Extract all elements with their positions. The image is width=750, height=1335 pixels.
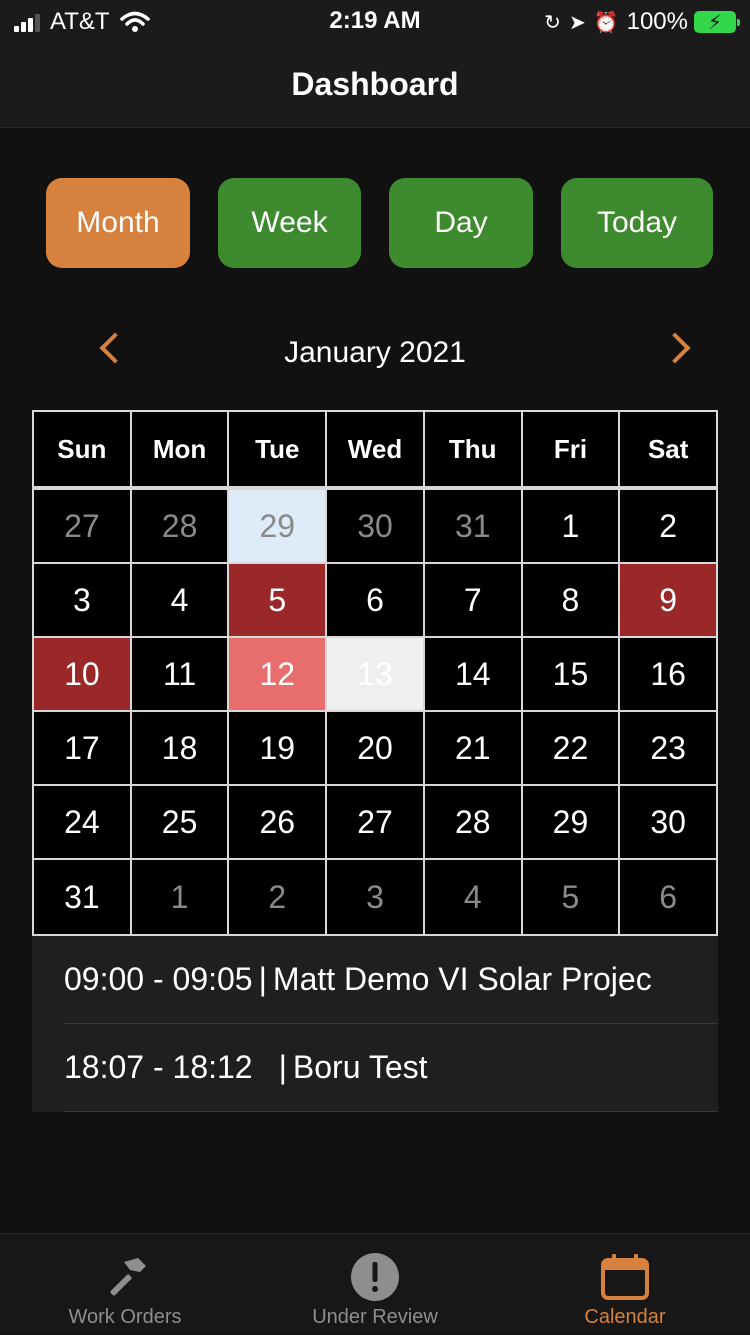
battery-icon: ⚡ [694,11,740,34]
tab-calendar[interactable]: Calendar [500,1234,750,1335]
calendar-day[interactable]: 15 [522,638,621,712]
calendar-day[interactable]: 27 [34,490,132,564]
calendar-day[interactable]: 11 [131,638,230,712]
calendar-day[interactable]: 1 [522,490,621,564]
tab-bar: Work Orders Under Review Calendar [0,1233,750,1334]
calendar-day[interactable]: 24 [34,786,132,860]
location-icon: ➤ [568,11,586,34]
wifi-icon [119,11,150,32]
signal-icon [14,12,42,32]
calendar-week-row: 31 1 2 3 4 5 6 [34,860,716,934]
weekday-thu: Thu [424,412,523,488]
status-left: AT&T [14,8,150,36]
event-list: 09:00 - 09:05 | Matt Demo VI Solar Proje… [32,936,718,1112]
status-right: ↻ ➤ ⏰ 100% ⚡ [544,8,740,36]
alert-icon [351,1253,399,1301]
calendar-week-row: 10 11 12 13 14 15 16 [34,638,717,712]
calendar-day[interactable]: 2 [229,860,328,934]
calendar-day[interactable]: 29 [522,786,621,860]
calendar-day[interactable]: 31 [34,860,132,934]
calendar-week-row: 27 28 29 30 31 1 2 [34,490,717,564]
calendar-day[interactable]: 20 [327,712,425,786]
week-button[interactable]: Week [218,178,361,268]
calendar-day[interactable]: 5 [523,860,621,934]
tab-under-review[interactable]: Under Review [250,1234,500,1335]
weekday-header-row: Sun Mon Tue Wed Thu Fri Sat [34,412,717,490]
calendar-icon [601,1254,649,1300]
clock: 2:19 AM [329,7,421,34]
calendar-day[interactable]: 17 [34,712,132,786]
event-separator: | [278,1049,287,1085]
calendar-day[interactable]: 21 [424,712,523,786]
month-header: January 2021 [0,320,750,380]
calendar-day[interactable]: 1 [132,860,230,934]
status-bar: AT&T 2:19 AM ↻ ➤ ⏰ 100% ⚡ [0,0,750,44]
calendar-grid: Sun Mon Tue Wed Thu Fri Sat 27 28 29 30 … [32,410,718,936]
calendar-day[interactable]: 7 [424,564,523,638]
tab-label: Work Orders [68,1306,182,1328]
calendar-day[interactable]: 31 [424,490,523,564]
calendar-day[interactable]: 4 [131,564,230,638]
calendar-day[interactable]: 4 [425,860,523,934]
month-title: January 2021 [284,336,466,369]
calendar-day-event[interactable]: 5 [229,564,328,638]
orientation-lock-icon: ↻ [544,11,561,34]
weekday-wed: Wed [327,412,425,488]
calendar-day[interactable]: 8 [522,564,621,638]
today-button[interactable]: Today [561,178,713,268]
calendar-day-event[interactable]: 9 [620,564,717,638]
tab-label: Calendar [584,1306,666,1328]
list-item[interactable]: 18:07 - 18:12 | Boru Test [64,1024,718,1112]
battery-percent: 100% [626,8,688,35]
weekday-sun: Sun [34,412,132,488]
alarm-icon: ⏰ [593,11,619,34]
calendar-day-selected[interactable]: 29 [229,490,328,564]
calendar-day[interactable]: 28 [424,786,523,860]
month-button[interactable]: Month [46,178,190,268]
weekday-mon: Mon [131,412,230,488]
hammer-icon [110,1258,146,1296]
calendar-day[interactable]: 2 [620,490,717,564]
calendar-day[interactable]: 3 [34,564,132,638]
event-time: 09:00 - 09:05 [64,961,253,997]
day-button[interactable]: Day [389,178,533,268]
calendar-day[interactable]: 26 [229,786,328,860]
tab-work-orders[interactable]: Work Orders [0,1234,250,1335]
calendar-week-row: 24 25 26 27 28 29 30 [34,786,717,860]
tab-label: Under Review [312,1306,438,1328]
calendar-day[interactable]: 6 [327,564,425,638]
event-title: Boru Test [292,1049,428,1085]
event-title: Matt Demo VI Solar Projec [272,961,652,997]
calendar-day[interactable]: 28 [131,490,230,564]
calendar-day[interactable]: 27 [327,786,425,860]
calendar-day[interactable]: 23 [620,712,717,786]
carrier-label: AT&T [50,8,110,35]
calendar-day[interactable]: 30 [620,786,717,860]
calendar-day[interactable]: 6 [659,878,678,915]
calendar-week-row: 3 4 5 6 7 8 9 [34,564,717,638]
calendar-day[interactable]: 18 [131,712,230,786]
navigation-bar: Dashboard [0,44,750,128]
weekday-tue: Tue [229,412,328,488]
calendar-day[interactable]: 25 [131,786,230,860]
event-separator: | [258,961,267,997]
calendar-day[interactable]: 3 [327,860,425,934]
calendar-day-event[interactable]: 12 [229,638,328,712]
calendar-day-event[interactable]: 10 [34,638,132,712]
calendar-day[interactable]: 22 [522,712,621,786]
calendar-day-today[interactable]: 13 [327,638,425,712]
weekday-sat: Sat [620,412,717,488]
list-item[interactable]: 09:00 - 09:05 | Matt Demo VI Solar Proje… [64,936,718,1024]
event-time: 18:07 - 18:12 [64,1049,253,1085]
calendar-day[interactable]: 16 [620,638,717,712]
calendar-week-row: 17 18 19 20 21 22 23 [34,712,717,786]
calendar-day[interactable]: 30 [327,490,425,564]
weekday-fri: Fri [522,412,621,488]
page-title: Dashboard [291,66,459,102]
calendar-day[interactable]: 19 [229,712,328,786]
calendar-day[interactable]: 14 [424,638,523,712]
